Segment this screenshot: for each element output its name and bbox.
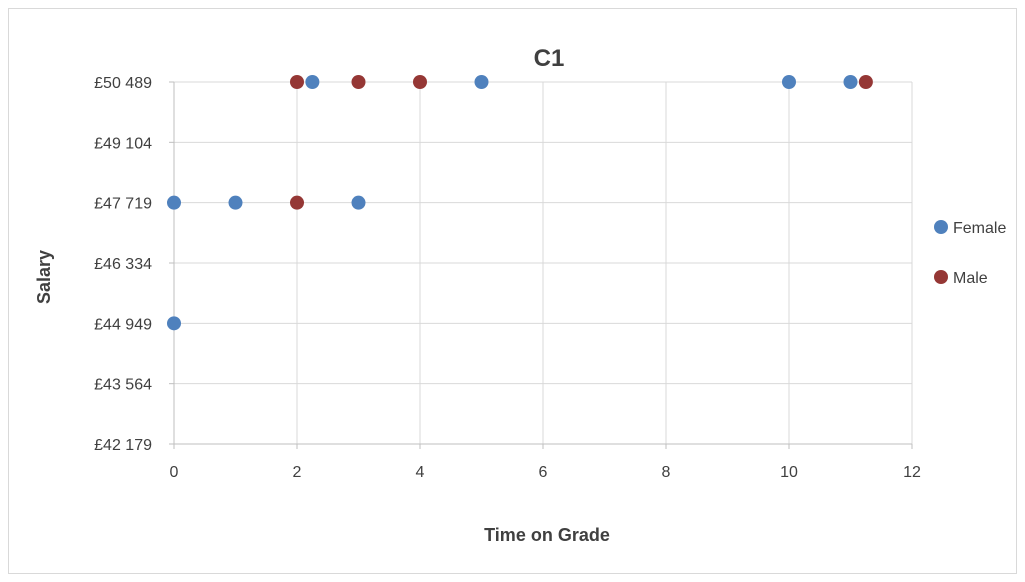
data-point-female <box>228 195 243 210</box>
legend: Female Male <box>934 220 1006 287</box>
chart-title: C1 <box>534 45 565 72</box>
legend-item-female: Female <box>934 220 1006 237</box>
legend-marker <box>934 270 948 284</box>
chart-frame <box>8 8 1017 574</box>
x-tick-label: 2 <box>293 464 302 481</box>
data-points <box>167 75 873 331</box>
data-point-female <box>782 75 796 89</box>
data-point-male <box>290 195 304 210</box>
x-tick-label: 10 <box>780 464 798 481</box>
data-point-female <box>351 195 366 210</box>
x-tick-label: 6 <box>539 464 548 481</box>
data-point-male <box>351 75 366 89</box>
x-tick-label: 0 <box>170 464 179 481</box>
y-tick-label: £47 719 <box>94 196 152 213</box>
y-tick-label: £44 949 <box>94 316 152 333</box>
y-tick-label: £46 334 <box>94 256 152 273</box>
tick-labels: £42 179 £43 564 £44 949 £46 334 £47 719 £49 1… <box>94 75 921 481</box>
y-tick-label: £49 104 <box>94 135 152 152</box>
y-tick-label: £50 489 <box>94 75 152 92</box>
data-point-female <box>167 195 181 210</box>
data-point-female <box>843 75 858 89</box>
data-point-female <box>167 316 181 331</box>
y-tick-label: £42 179 <box>94 437 152 454</box>
gridlines <box>174 81 913 444</box>
x-axis-title: Time on Grade <box>484 525 610 545</box>
x-tick-label: 12 <box>903 464 921 481</box>
y-tick-label: £43 564 <box>94 377 152 394</box>
data-point-male <box>413 75 427 89</box>
y-axis-title: Salary <box>34 250 54 304</box>
legend-label: Male <box>953 270 988 287</box>
data-point-female <box>474 75 489 89</box>
legend-item-male: Male <box>934 270 988 287</box>
data-point-male <box>858 75 873 89</box>
x-tick-label: 4 <box>416 464 425 481</box>
axes <box>169 81 913 449</box>
data-point-male <box>290 75 304 89</box>
legend-label: Female <box>953 220 1006 237</box>
legend-marker <box>934 220 948 234</box>
x-tick-label: 8 <box>662 464 671 481</box>
data-point-female <box>305 75 320 89</box>
